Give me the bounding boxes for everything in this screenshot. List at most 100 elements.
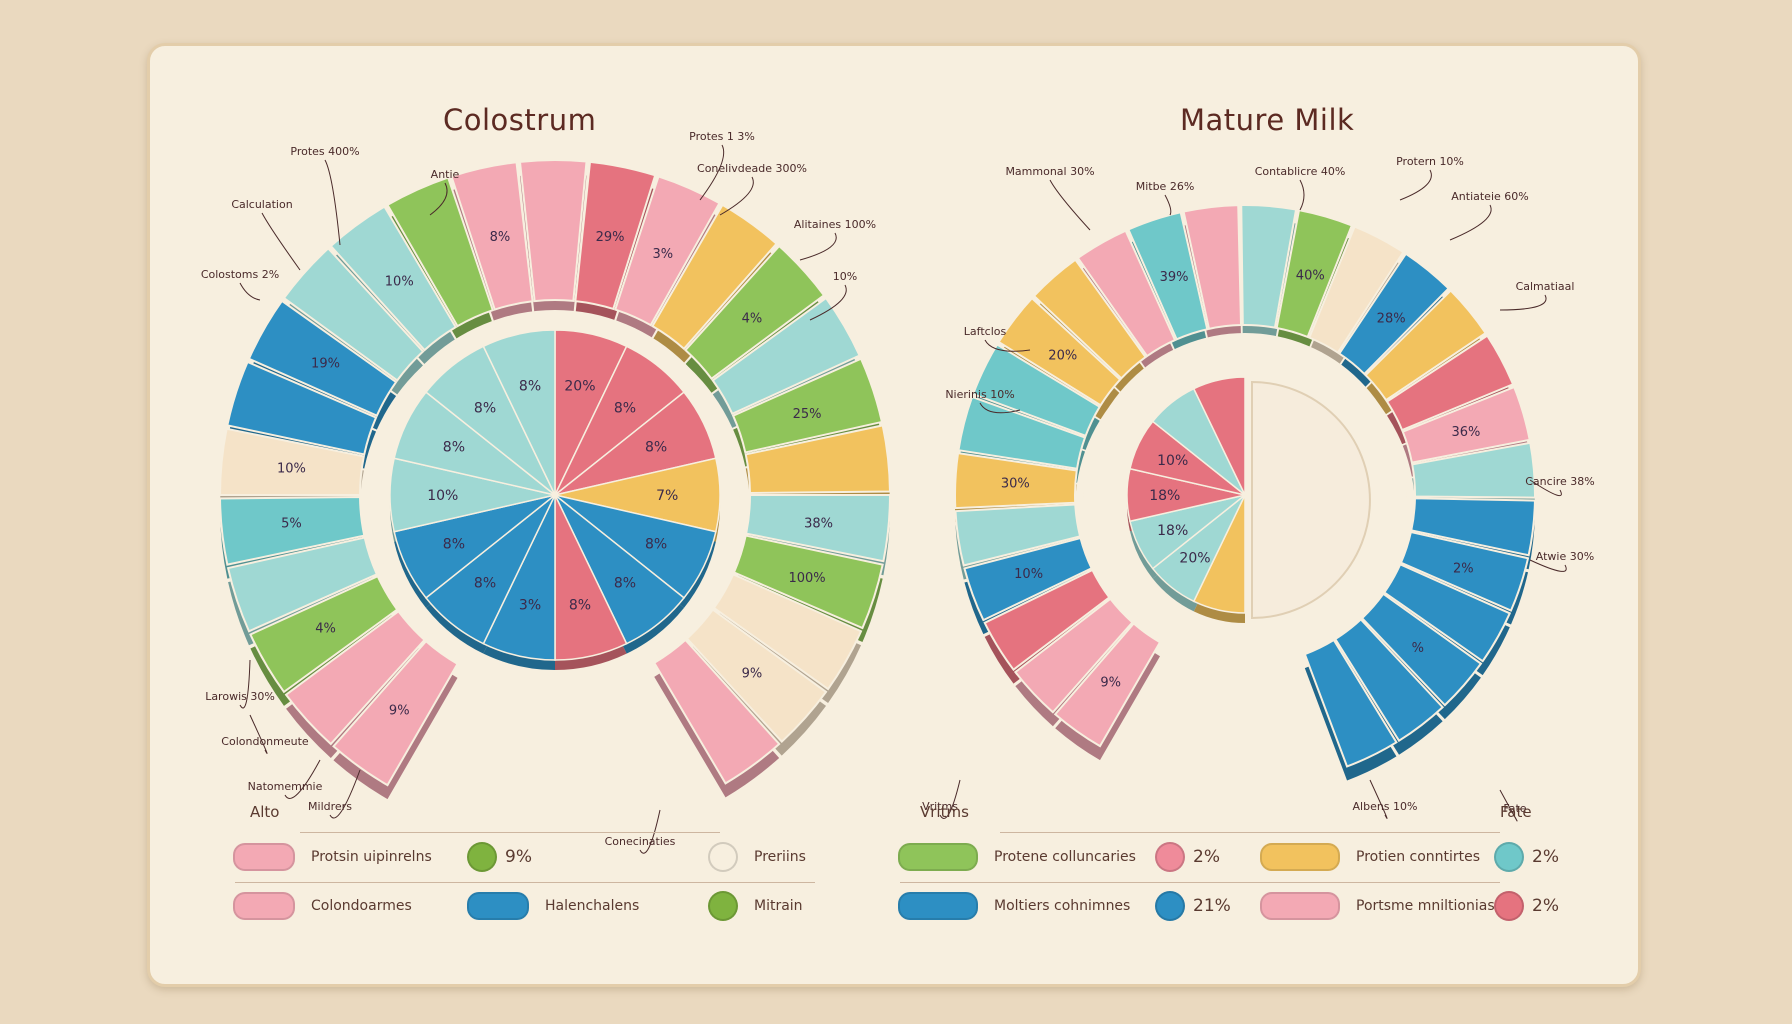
maturemilk-ring-segment [954,452,1078,510]
legend-label: Halenchalens [545,898,640,914]
legend-item-6: Protene colluncaries [898,843,1136,871]
maturemilk-callout: Calmatiaal [1516,280,1575,293]
colostrum-slice-label: 8% [645,439,667,455]
colostrum-callout-line [429,182,448,216]
colostrum-ring-label: 10% [277,461,306,476]
maturemilk-callout: Vritms [922,800,958,813]
colostrum-ring-segment [226,360,378,456]
legend-item-9-pct: 2% [1494,891,1559,921]
colostrum-ring-segment [450,161,534,311]
colostrum-ring-label: 8% [490,230,511,245]
colostrum-callout-line [239,282,261,301]
colostrum-callout-line [799,232,837,261]
maturemilk-ring-label: % [1412,641,1424,656]
maturemilk-callout-line [1529,479,1562,497]
colostrum-callout: 10% [833,270,857,283]
colostrum-slice-label: 8% [569,597,591,613]
colostrum-callout-line [699,144,725,201]
maturemilk-ring-label: 10% [1014,567,1043,582]
colostrum-callout-line [284,759,321,799]
colostrum-slice-label: 20% [564,379,595,395]
legend-dot [1494,891,1524,921]
mature-milk-title: Mature Milk [1180,103,1355,137]
colostrum-slice-label: 8% [519,379,541,395]
colostrum-slice-label: 8% [474,576,496,592]
colostrum-callout: Colondonmeute [221,735,309,748]
colostrum-ring-segment [651,203,778,351]
colostrum-callout-line [809,284,847,321]
colostrum-callout: Calculation [231,198,292,211]
maturemilk-ring-segment [1076,229,1177,358]
colostrum-ring-label: 4% [315,622,336,637]
colostrum-ring-label: 38% [804,517,833,532]
maturemilk-callout-line [1369,779,1388,819]
maturemilk-ring-segment [983,568,1111,672]
colostrum-slice-label: 7% [656,488,678,504]
colostrum-callout-line [639,809,661,854]
legend-dot [708,891,738,921]
legend-header-right-1: Vritms [920,803,969,821]
legend-divider-left-2 [235,882,815,883]
legend-dot [1155,842,1185,872]
colostrum-callout-line [249,714,268,754]
colostrum-callout: Natomemmie [248,780,323,793]
colostrum-ring-label: 100% [788,571,825,586]
maturemilk-ring-segment [1013,597,1134,714]
legend-header-left: Alto [250,803,280,821]
legend-dot [708,842,738,872]
colostrum-callout-line [261,212,301,271]
colostrum-callout: Antie [431,168,460,181]
legend-swatch [233,892,295,920]
colostrum-ring-segment [329,205,458,352]
colostrum-slice-label: 8% [614,576,636,592]
colostrum-callout: Larowis 30% [205,690,275,703]
maturemilk-callout-line [1449,204,1492,241]
colostrum-title: Colostrum [443,103,597,137]
maturemilk-callout: Albens 10% [1353,800,1418,813]
maturemilk-ring-segment [954,503,1082,567]
colostrum-slice-label: 8% [614,400,636,416]
maturemilk-ring-label: 30% [1001,476,1030,491]
legend-dot [467,842,497,872]
legend-dot [1494,842,1524,872]
legend-item-6-pct: 2% [1155,842,1220,872]
legend-item-1-pct: 9% [467,842,532,872]
legend-header-right-2: Fate [1500,803,1532,821]
legend-swatch [1260,843,1340,871]
colostrum-ring-segment [712,572,863,691]
colostrum-ring-label: 3% [652,247,673,262]
colostrum-ring-label: 4% [742,312,763,327]
legend-item-5: Mitrain [708,891,803,921]
colostrum-callout: Protes 400% [290,145,359,158]
legend-label: Moltiers cohnimnes [994,898,1131,914]
legend-pct: 2% [1532,896,1559,916]
colostrum-callout: Alitaines 100% [794,218,876,231]
maturemilk-slice-label: 18% [1157,523,1188,539]
maturemilk-ring-segment [971,343,1102,438]
maturemilk-callout: Antiateie 60% [1451,190,1528,203]
colostrum-callout: Colostoms 2% [201,268,279,281]
legend-divider-right-2 [900,882,1500,883]
legend-label: Protene colluncaries [994,849,1136,865]
legend-label: Mitrain [754,898,803,914]
maturemilk-ring-segment [1182,204,1243,331]
colostrum-ring-segment [386,176,495,328]
legend-dot [1155,891,1185,921]
maturemilk-ring-segment [1275,208,1354,339]
maturemilk-callout-line [1499,294,1547,311]
colostrum-ring-segment [574,160,657,311]
legend-divider-right-1 [1000,832,1500,833]
colostrum-slice [482,329,556,496]
maturemilk-ring-segment [1053,622,1162,748]
legend-item-4: Halenchalens [467,892,639,920]
maturemilk-ring-label: 9% [1100,676,1121,691]
maturemilk-ring-segment [997,296,1122,407]
maturemilk-ring-segment [1303,638,1398,768]
maturemilk-slice-label: 18% [1149,488,1180,504]
colostrum-ring-label: 25% [793,407,822,422]
colostrum-ring-segment [247,299,398,418]
maturemilk-callout-line [1399,169,1432,201]
maturemilk-ring-segment [1410,497,1536,557]
colostrum-ring-segment [744,424,891,494]
maturemilk-callout: Fate [1503,802,1526,815]
